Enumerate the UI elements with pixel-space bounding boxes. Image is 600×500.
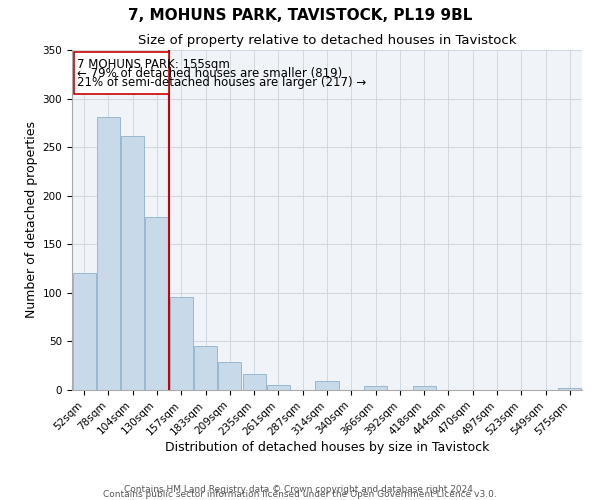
Bar	[316, 382, 338, 390]
Bar	[242, 374, 266, 390]
Text: 21% of semi-detached houses are larger (217) →: 21% of semi-detached houses are larger (…	[77, 76, 366, 89]
Bar	[364, 386, 387, 390]
Text: 7 MOHUNS PARK: 155sqm: 7 MOHUNS PARK: 155sqm	[77, 58, 230, 71]
Text: Contains HM Land Registry data © Crown copyright and database right 2024.: Contains HM Land Registry data © Crown c…	[124, 485, 476, 494]
Text: 7, MOHUNS PARK, TAVISTOCK, PL19 9BL: 7, MOHUNS PARK, TAVISTOCK, PL19 9BL	[128, 8, 472, 22]
X-axis label: Distribution of detached houses by size in Tavistock: Distribution of detached houses by size …	[165, 440, 489, 454]
Text: ← 79% of detached houses are smaller (819): ← 79% of detached houses are smaller (81…	[77, 66, 342, 80]
Bar	[170, 296, 193, 390]
Bar	[218, 362, 241, 390]
Bar	[121, 136, 144, 390]
Title: Size of property relative to detached houses in Tavistock: Size of property relative to detached ho…	[138, 34, 516, 48]
FancyBboxPatch shape	[74, 52, 169, 94]
Bar	[559, 388, 581, 390]
Bar	[97, 117, 120, 390]
Bar	[194, 346, 217, 390]
Bar	[413, 386, 436, 390]
Bar	[145, 217, 169, 390]
Text: Contains public sector information licensed under the Open Government Licence v3: Contains public sector information licen…	[103, 490, 497, 499]
Bar	[73, 274, 95, 390]
Bar	[267, 385, 290, 390]
Y-axis label: Number of detached properties: Number of detached properties	[25, 122, 38, 318]
